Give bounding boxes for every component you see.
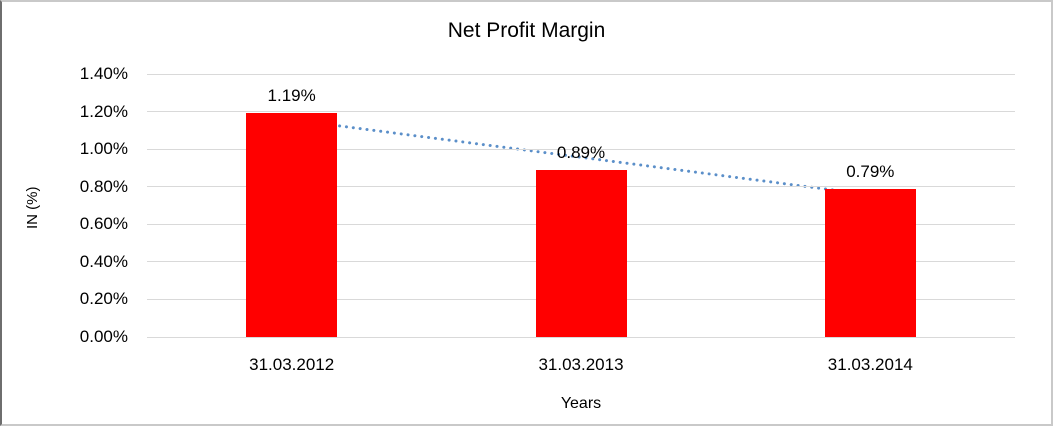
y-tick-label: 0.80%	[79, 176, 128, 196]
bar	[824, 188, 916, 337]
chart-title: Net Profit Margin	[447, 19, 606, 42]
x-axis-title: Years	[560, 395, 602, 412]
y-tick-label: 0.60%	[79, 214, 128, 234]
gridline	[147, 111, 1015, 113]
gridline	[147, 336, 1015, 338]
bar	[246, 113, 338, 337]
x-tick-label: 31.03.2014	[827, 355, 913, 374]
x-tick-label: 31.03.2012	[249, 355, 335, 374]
x-tick-label: 31.03.2013	[538, 355, 624, 374]
bar-value-label: 0.79%	[846, 161, 895, 181]
y-tick-label: 1.40%	[79, 64, 128, 83]
gridline	[147, 148, 1015, 150]
bar	[535, 169, 627, 337]
y-tick-label: 0.40%	[79, 251, 128, 271]
y-tick-label: 1.20%	[79, 101, 128, 121]
y-tick-label: 1.00%	[79, 139, 128, 159]
y-tick-label: 0.00%	[79, 327, 128, 346]
bar-value-label: 0.89%	[556, 142, 606, 162]
bar-value-label: 1.19%	[267, 86, 316, 106]
y-tick-label: 0.20%	[79, 289, 128, 309]
gridline	[147, 73, 1015, 75]
